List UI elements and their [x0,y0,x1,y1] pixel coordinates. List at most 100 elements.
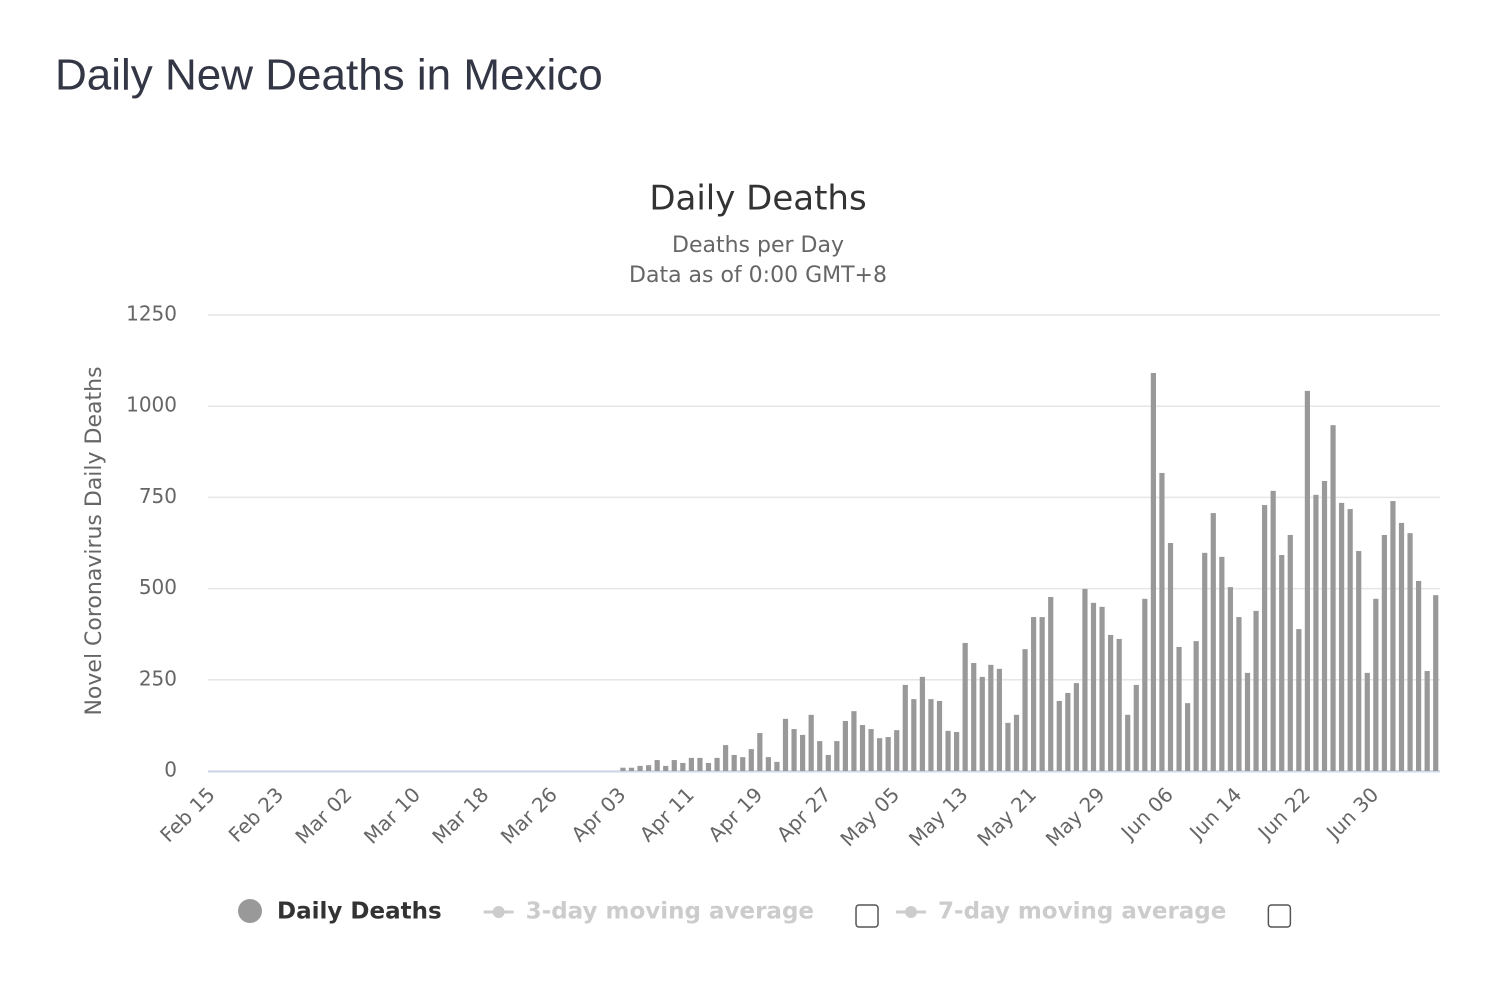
x-tick-label: Feb 23 [224,782,289,847]
bar [1142,598,1148,771]
y-tick-label: 500 [139,575,177,599]
y-tick-label: 1000 [126,393,177,417]
x-tick-label: Mar 02 [290,782,356,848]
x-tick-label: Jun 22 [1252,782,1315,845]
bar [971,663,977,771]
bar [1253,610,1259,771]
bar [1390,501,1396,771]
bar [817,741,823,771]
bar [1159,472,1165,771]
legend-checkbox[interactable] [855,904,879,928]
bar [851,711,857,771]
bar [782,718,789,771]
bar [825,754,831,771]
y-tick-label: 0 [164,758,177,782]
x-tick-label: May 13 [904,782,973,851]
chart-title: Daily Deaths [649,179,866,219]
bar [834,741,840,771]
bar [885,737,891,771]
bar [748,749,754,771]
page-title: Daily New Deaths in Mexico [55,51,603,100]
bar [1330,425,1336,771]
bar [1167,543,1174,771]
bar [1125,714,1131,771]
bar [1099,606,1105,771]
bar [714,757,720,771]
y-axis-label: Novel Coronavirus Daily Deaths [82,366,107,715]
x-tick-label: May 29 [1041,782,1110,851]
bar [697,757,703,771]
bar [1364,672,1370,771]
bar [945,730,951,771]
bar [877,738,883,771]
bar [1108,634,1114,771]
bar [1133,684,1139,771]
bar [1065,692,1071,771]
bar [894,730,900,771]
bar [791,729,797,771]
bar [1304,390,1310,771]
chart-subtitle: Data as of 0:00 GMT+8 [629,263,887,288]
bar [1296,629,1302,771]
legend-item[interactable]: 3-day moving average [526,899,814,925]
bar [765,757,771,771]
bar [859,725,866,771]
bar [1056,700,1062,771]
y-tick-label: 250 [139,666,177,690]
x-tick-label: Mar 10 [359,782,425,848]
legend-marker [492,906,505,918]
bar [868,729,874,771]
bar [1373,598,1379,771]
bar [705,762,712,771]
bar [954,731,960,771]
bar [1150,373,1156,771]
bar [996,668,1002,771]
x-tick-label: Apr 03 [566,782,630,846]
x-tick-label: Apr 19 [703,782,767,846]
legend-checkbox[interactable] [1267,904,1292,928]
x-tick-label: Jun 06 [1115,782,1178,845]
bar [1287,534,1293,771]
bar [1219,556,1225,771]
bar [1048,596,1054,771]
bar [637,765,643,771]
bar [628,767,635,771]
bar [936,700,943,771]
bar [663,765,669,771]
legend-item[interactable]: Daily Deaths [277,899,442,925]
bar [1433,595,1439,771]
x-tick-label: Mar 26 [496,782,562,848]
bar [1339,502,1345,771]
bar [1407,533,1413,771]
bar [1031,617,1037,771]
bar [680,762,686,771]
bar [646,765,652,771]
bar [842,721,848,771]
bar [1073,683,1079,771]
bar [1262,505,1268,771]
bar [902,684,908,771]
bar [988,664,994,771]
bar [1193,641,1199,771]
bar [1416,580,1422,771]
bar [757,733,763,771]
y-tick-label: 1250 [126,302,177,326]
x-tick-label: Jun 14 [1183,782,1246,845]
bar [688,757,694,771]
bar [654,760,660,771]
bar [800,734,806,771]
x-tick-label: May 21 [972,782,1041,851]
bar [979,676,985,771]
bar [671,760,677,771]
bar [1321,480,1328,771]
bar [620,767,626,771]
bar [808,714,814,771]
bar [1279,555,1285,771]
legend-item[interactable]: 7-day moving average [938,899,1226,925]
bar [1227,587,1233,771]
legend-marker [238,899,262,923]
bar [1039,617,1045,771]
bar [1116,638,1122,771]
bar [1082,588,1088,771]
